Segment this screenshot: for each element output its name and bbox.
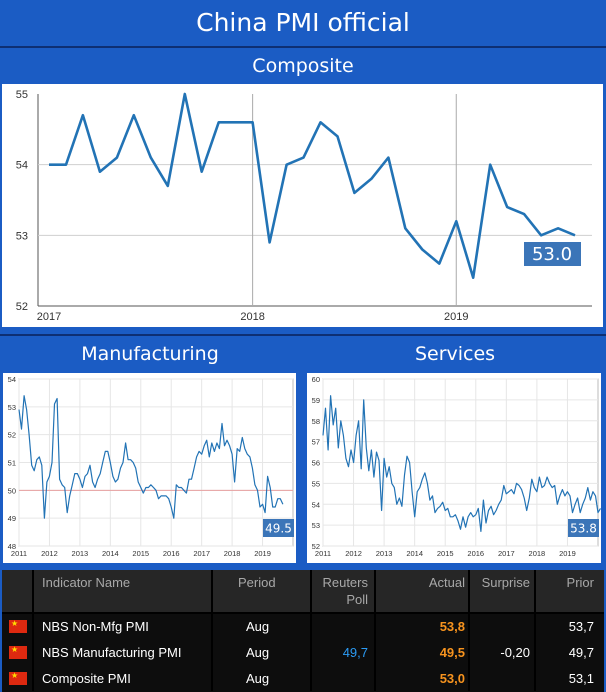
x-tick-label: 2019 [559,549,576,558]
column-divider [468,570,470,691]
last-value-badge [524,242,581,266]
last-value-label: 53.8 [570,522,597,536]
header-prior: Prior [566,575,594,590]
row-name: NBS Manufacturing PMI [42,645,182,660]
y-tick-label: 50 [8,486,16,495]
row-surprise: -0,20 [500,645,530,660]
table-header: Indicator Name Period Reuters Poll Actua… [2,570,604,612]
table-row[interactable]: ★ Composite PMI Aug 53,0 53,1 [2,666,604,692]
header-indicator: Indicator Name [42,575,131,590]
x-tick-label: 2016 [163,549,180,558]
header-actual: Actual [428,575,465,590]
y-tick-label: 53 [16,230,28,242]
y-tick-label: 59 [312,396,320,405]
x-tick-label: 2019 [254,549,271,558]
y-tick-label: 58 [312,417,320,426]
last-value-label: 49.5 [265,522,292,536]
y-tick-label: 52 [8,431,16,440]
x-tick-label: 2017 [498,549,515,558]
composite-series-line [49,92,576,279]
x-tick-label: 2014 [406,549,423,558]
y-tick-label: 53 [312,521,320,530]
last-value-badge [263,519,294,537]
y-tick-label: 57 [312,438,320,447]
composite-chart: 52 53 54 55 2017 2018 2019 53.0 [16,89,592,323]
x-tick-label: 2014 [102,549,119,558]
services-series-line [322,395,601,532]
x-tick-label: 2018 [240,311,264,323]
services-title: Services [414,343,496,365]
x-tick-label: 2013 [72,549,89,558]
y-tick-label: 54 [8,375,16,384]
table-row[interactable]: ★ NBS Non-Mfg PMI Aug 53,8 53,7 [2,614,604,640]
x-tick-label: 2018 [224,549,241,558]
x-tick-label: 2013 [376,549,393,558]
y-tick-label: 54 [16,160,28,172]
y-tick-label: 53 [8,403,16,412]
x-tick-label: 2015 [437,549,454,558]
x-tick-label: 2019 [444,311,468,323]
composite-title: Composite [252,55,354,77]
y-tick-label: 48 [8,542,16,551]
row-period: Aug [246,671,270,686]
row-period: Aug [246,645,270,660]
divider [0,334,606,336]
row-actual: 53,8 [439,619,465,634]
header-poll: Reuters Poll [320,575,368,608]
y-tick-label: 60 [312,375,320,384]
column-divider [32,570,34,691]
manufacturing-chart-panel: 48 49 50 51 52 53 54 2011 2012 2013 2014 2015 2016 20… [3,373,296,563]
y-tick-label: 51 [8,459,16,468]
column-divider [534,570,536,691]
row-prior: 53,1 [568,671,594,686]
x-tick-label: 2018 [529,549,546,558]
row-prior: 53,7 [568,619,594,634]
y-tick-label: 49 [8,514,16,523]
row-name: NBS Non-Mfg PMI [42,619,149,634]
column-divider [310,570,312,691]
table-row[interactable]: ★ NBS Manufacturing PMI Aug 49,7 49,5 -0… [2,640,604,666]
last-value-label: 53.0 [532,244,572,265]
y-tick-label: 56 [312,459,320,468]
services-chart: 52 53 54 55 56 57 58 59 60 2011 2012 2013 2014 2015 20… [312,375,601,558]
y-tick-label: 55 [312,479,320,488]
column-divider [211,570,213,691]
header-period: Period [238,575,276,590]
row-poll: 49,7 [342,645,368,660]
x-tick-label: 2011 [315,549,331,558]
header-poll-line2: Poll [346,592,368,607]
composite-chart-panel: 52 53 54 55 2017 2018 2019 53.0 [2,84,603,327]
y-tick-label: 55 [16,89,28,101]
china-flag-icon: ★ [9,645,27,659]
x-tick-label: 2012 [41,549,58,558]
row-actual: 53,0 [439,671,465,686]
divider [0,46,606,48]
row-name: Composite PMI [42,671,131,686]
china-flag-icon: ★ [9,671,27,685]
x-tick-label: 2011 [11,549,27,558]
last-value-badge [568,519,599,537]
x-tick-label: 2016 [467,549,484,558]
china-flag-icon: ★ [9,619,27,633]
manufacturing-title: Manufacturing [81,343,219,365]
row-period: Aug [246,619,270,634]
x-tick-label: 2015 [132,549,149,558]
x-tick-label: 2012 [345,549,362,558]
column-divider [374,570,376,691]
row-prior: 49,7 [568,645,594,660]
page-title: China PMI official [196,8,410,37]
y-tick-label: 54 [312,500,320,509]
y-tick-label: 52 [16,301,28,313]
manufacturing-chart: 48 49 50 51 52 53 54 2011 2012 2013 2014 2015 2016 20… [8,375,294,558]
indicator-table: Indicator Name Period Reuters Poll Actua… [2,570,604,692]
services-chart-panel: 52 53 54 55 56 57 58 59 60 2011 2012 2013 2014 2015 20… [307,373,601,563]
x-tick-label: 2017 [193,549,210,558]
header-surprise: Surprise [481,575,530,590]
row-actual: 49,5 [439,645,465,660]
x-tick-label: 2017 [37,311,61,323]
manufacturing-series-line [18,395,284,519]
y-tick-label: 52 [312,542,320,551]
header-poll-line1: Reuters [322,575,368,590]
